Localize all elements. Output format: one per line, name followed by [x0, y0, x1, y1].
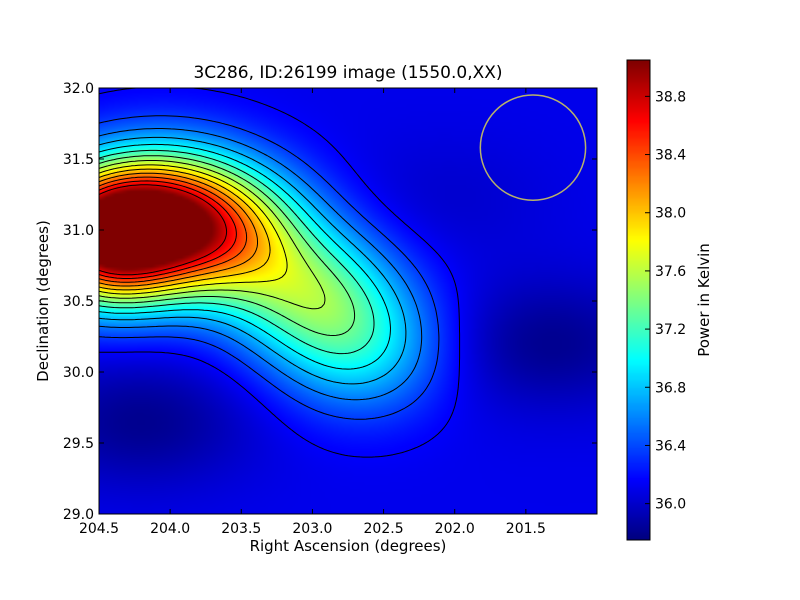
x-axis-ticks: 204.5 204.0 203.5 203.0 202.5 202.0 201.5: [79, 88, 546, 537]
colorbar-gradient: [627, 60, 650, 540]
colorbar-tick-label: 36.0: [655, 497, 686, 513]
y-tick-label: 30.0: [63, 365, 94, 381]
colorbar-frame: [626, 59, 651, 541]
colorbar-tick-label: 38.8: [655, 89, 686, 105]
colorbar: 36.0 36.4 36.8 37.2 37.6 38.0 38.4 38.8 Power i…: [626, 59, 713, 541]
contour-line: [99, 160, 326, 310]
contour-line: [99, 128, 423, 401]
x-tick-label: 201.5: [506, 521, 546, 537]
contour-line: [99, 136, 407, 385]
x-tick-label: 202.5: [364, 521, 404, 537]
x-tick-label: 203.5: [221, 521, 261, 537]
x-tick-label: 204.0: [150, 521, 190, 537]
y-tick-label: 30.5: [63, 294, 94, 310]
contour-line: [99, 180, 237, 279]
colorbar-tick-label: 37.6: [655, 264, 686, 280]
contour-lines: [99, 88, 461, 458]
y-axis-label: Declination (degrees): [34, 220, 52, 382]
colorbar-label: Power in Kelvin: [695, 243, 713, 357]
x-tick-label: 202.0: [435, 521, 475, 537]
colorbar-tick-label: 36.4: [655, 438, 686, 454]
heatmap-area: [99, 88, 597, 514]
y-tick-label: 29.0: [63, 507, 94, 523]
contour-line: [99, 184, 228, 276]
colorbar-tick-label: 37.2: [655, 322, 686, 338]
contour-line: [99, 172, 258, 287]
contour-line: [99, 176, 248, 283]
contour-line: [99, 155, 356, 336]
contour-line: [99, 164, 288, 295]
colorbar-tick-label: 38.4: [655, 148, 686, 164]
chart-title: 3C286, ID:26199 image (1550.0,XX): [193, 63, 502, 83]
contour-line: [99, 168, 271, 291]
colorbar-tick-label: 36.8: [655, 380, 686, 396]
y-tick-label: 31.0: [63, 223, 94, 239]
y-axis-ticks: 29.0 29.5 30.0 30.5 31.0 31.5 32.0: [63, 81, 597, 523]
contour-line: [99, 143, 391, 370]
contour-line: [99, 88, 461, 458]
y-tick-label: 31.5: [63, 152, 94, 168]
colorbar-tick-label: 38.0: [655, 206, 686, 222]
x-axis-label: Right Ascension (degrees): [250, 537, 447, 555]
colorbar-ticks: 36.0 36.4 36.8 37.2 37.6 38.0 38.4 38.8: [645, 89, 686, 513]
beam-circle: [479, 94, 587, 202]
contour-line: [99, 149, 375, 355]
x-tick-label: 203.0: [292, 521, 332, 537]
x-tick-label: 204.5: [79, 521, 119, 537]
contour-line: [99, 115, 440, 420]
y-tick-label: 29.5: [63, 436, 94, 452]
y-tick-label: 32.0: [63, 81, 94, 97]
heatmap-image: [99, 88, 597, 514]
